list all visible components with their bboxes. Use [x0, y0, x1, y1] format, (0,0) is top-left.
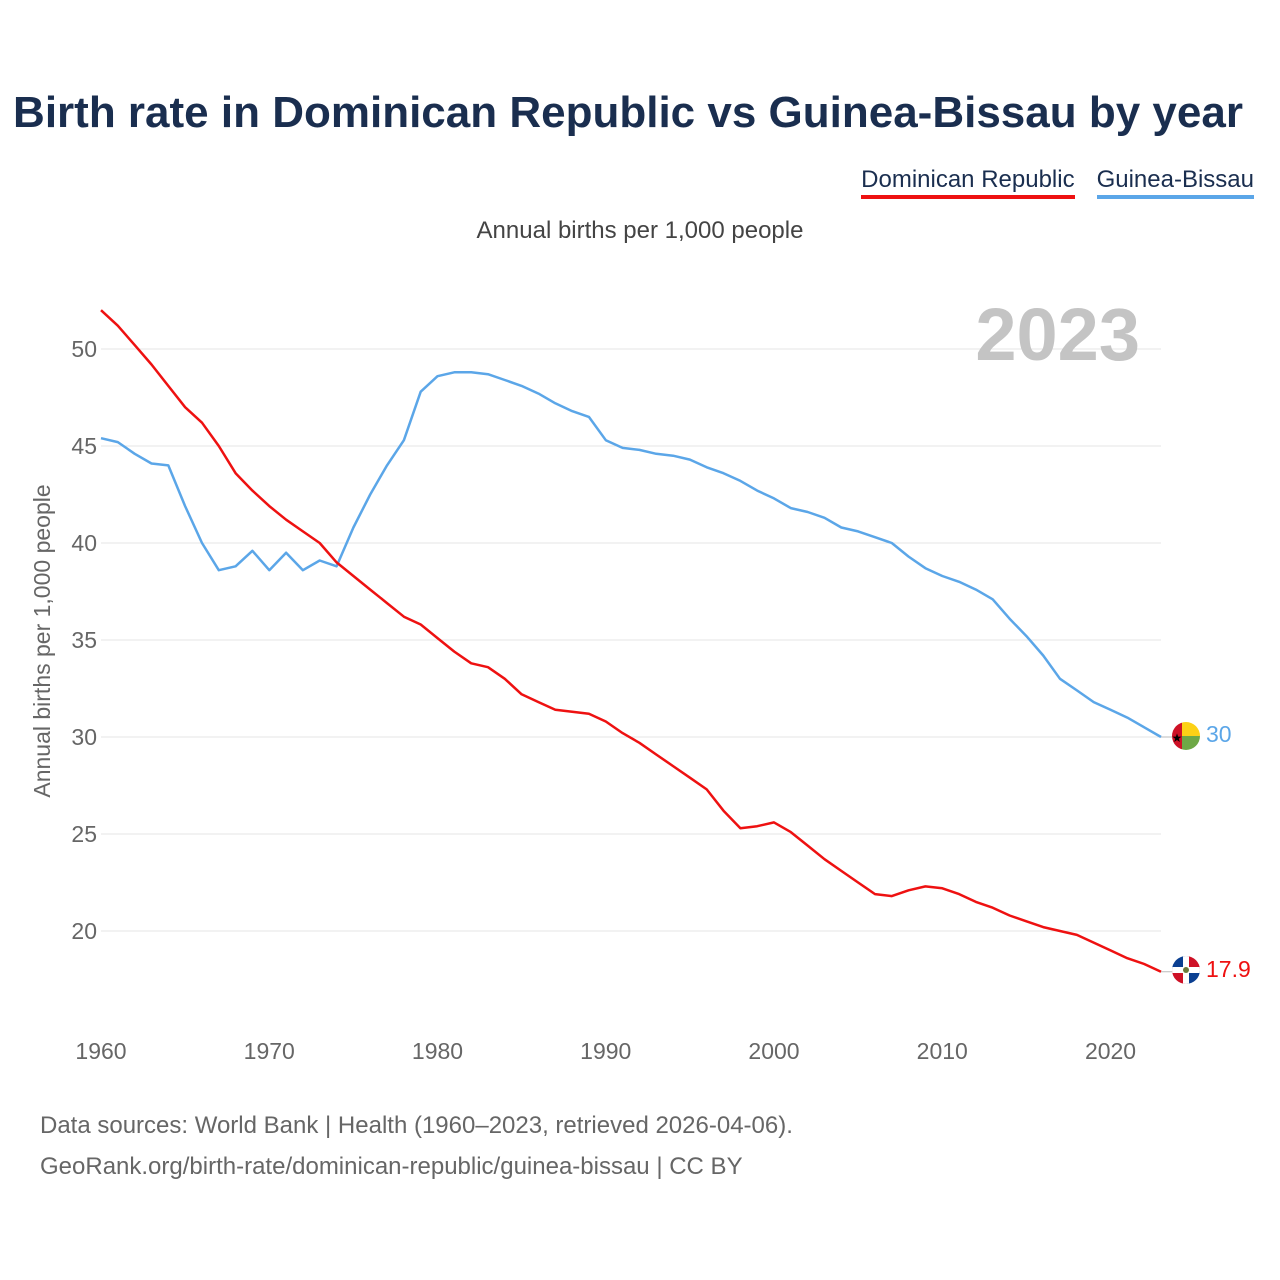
chart-subtitle: Annual births per 1,000 people — [476, 217, 804, 244]
legend-item-guinea-bissau[interactable]: Guinea-Bissau — [1096, 166, 1254, 199]
end-label-guinea-bissau: 30 — [1206, 721, 1232, 747]
x-tick-label: 1990 — [580, 1038, 631, 1064]
x-tick-label: 1980 — [412, 1038, 463, 1064]
guinea-bissau-flag-icon: ★ — [1172, 722, 1200, 750]
x-tick-label: 2010 — [917, 1038, 968, 1064]
footer-sources: Data sources: World Bank | Health (1960–… — [40, 1105, 793, 1187]
svg-text:★: ★ — [1172, 731, 1183, 745]
y-tick-label: 30 — [71, 724, 97, 750]
chart-title: Birth rate in Dominican Republic vs Guin… — [13, 88, 1243, 137]
year-label: 2023 — [975, 293, 1140, 376]
line-chart: 20 25 30 35 40 45 50 1960 1970 1980 1990 2000 2010 20… — [29, 293, 1251, 1064]
x-tick-label: 2000 — [748, 1038, 799, 1064]
legend-item-dominican-republic[interactable]: Dominican Republic — [861, 166, 1075, 199]
y-axis-label: Annual births per 1,000 people — [29, 484, 55, 797]
y-tick-label: 20 — [71, 918, 97, 944]
x-tick-label: 2020 — [1085, 1038, 1136, 1064]
y-tick-label: 35 — [71, 627, 97, 653]
dominican-republic-flag-icon — [1172, 956, 1200, 984]
footer-url-line: GeoRank.org/birth-rate/dominican-republi… — [40, 1153, 743, 1180]
x-tick-label: 1970 — [244, 1038, 295, 1064]
legend: Dominican Republic Guinea-Bissau — [861, 166, 1254, 199]
series-line-dominican-republic[interactable] — [100, 309, 1162, 973]
end-label-dominican-republic: 17.9 — [1206, 956, 1251, 982]
footer-sources-line: Data sources: World Bank | Health (1960–… — [40, 1112, 793, 1139]
y-tick-label: 40 — [71, 530, 97, 556]
series-line-guinea-bissau[interactable] — [100, 371, 1162, 739]
x-tick-label: 1960 — [75, 1038, 126, 1064]
y-tick-label: 25 — [71, 821, 97, 847]
y-tick-label: 45 — [71, 433, 97, 459]
y-tick-label: 50 — [71, 336, 97, 362]
